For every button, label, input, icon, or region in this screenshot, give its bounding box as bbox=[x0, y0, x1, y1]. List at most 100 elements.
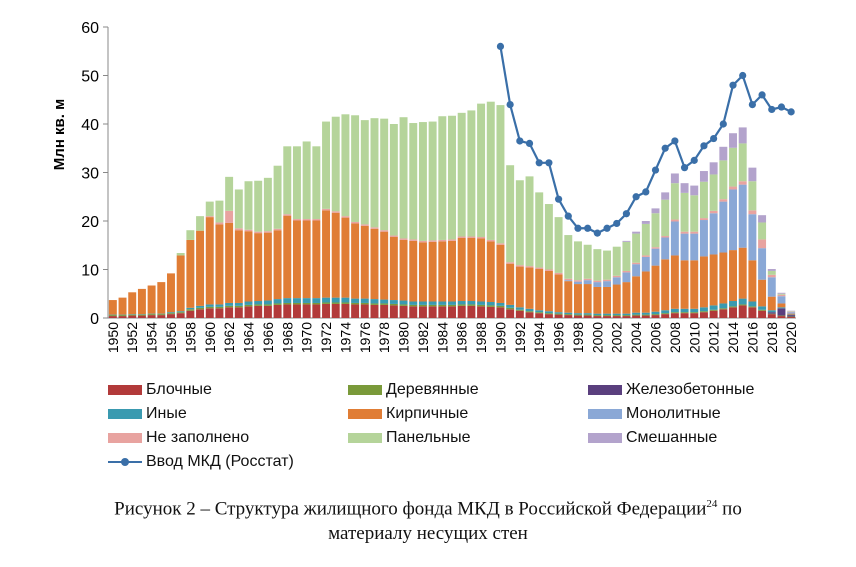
bar-segment bbox=[225, 305, 234, 308]
bar-segment bbox=[186, 307, 195, 310]
bar-segment bbox=[438, 306, 447, 318]
bar-segment bbox=[496, 302, 505, 306]
bar-segment bbox=[370, 303, 379, 305]
bar-segment bbox=[690, 313, 699, 318]
bar-segment bbox=[729, 250, 737, 302]
x-tick-label: 1986 bbox=[454, 322, 470, 353]
bar-segment bbox=[506, 304, 515, 308]
bar-segment bbox=[467, 301, 476, 305]
bar-segment bbox=[263, 177, 272, 232]
bar-segment bbox=[360, 304, 369, 318]
x-tick-label: 2002 bbox=[609, 322, 625, 353]
bar-segment bbox=[748, 307, 757, 318]
bar-segment bbox=[322, 297, 331, 303]
bar-segment bbox=[360, 302, 369, 305]
bar-segment bbox=[670, 312, 679, 314]
bar-segment bbox=[418, 240, 427, 243]
bar-segment bbox=[409, 306, 418, 318]
bar-segment bbox=[690, 231, 699, 234]
bar-segment bbox=[612, 275, 621, 278]
bar-segment bbox=[273, 230, 282, 300]
bar-segment bbox=[234, 305, 243, 308]
line-point bbox=[564, 212, 572, 220]
bar-segment bbox=[457, 301, 466, 305]
bar-segment bbox=[370, 304, 379, 318]
bar-segment bbox=[758, 222, 767, 240]
bar-segment bbox=[351, 304, 360, 318]
bar-segment bbox=[186, 230, 195, 240]
bar-segment bbox=[603, 316, 612, 318]
bar-segment bbox=[341, 303, 350, 318]
bar-segment bbox=[128, 314, 137, 316]
bar-segment bbox=[467, 304, 476, 306]
x-tick-label: 1952 bbox=[124, 322, 140, 353]
x-tick-label: 2014 bbox=[725, 322, 741, 353]
bar-segment bbox=[544, 269, 553, 271]
bar-segment bbox=[719, 309, 728, 318]
bar-segment bbox=[448, 115, 456, 240]
bar-segment bbox=[680, 233, 689, 261]
y-tick-label: 20 bbox=[81, 214, 99, 231]
bar-segment bbox=[738, 143, 747, 182]
bar-segment bbox=[758, 215, 767, 223]
bar-segment bbox=[670, 219, 679, 222]
bar-segment bbox=[787, 317, 796, 318]
line-point bbox=[516, 137, 524, 145]
bar-segment bbox=[544, 314, 553, 318]
bar-segment bbox=[360, 224, 369, 226]
line-point bbox=[710, 134, 718, 143]
bar-segment bbox=[196, 216, 205, 231]
bar-segment bbox=[612, 313, 621, 316]
bar-segment bbox=[593, 315, 602, 317]
bar-segment bbox=[283, 298, 292, 303]
y-tick-label: 50 bbox=[81, 69, 99, 86]
bar-segment bbox=[777, 303, 786, 308]
line-point bbox=[525, 139, 534, 147]
x-tick-label: 2008 bbox=[667, 322, 683, 353]
bar-segment bbox=[767, 270, 776, 275]
bar-segment bbox=[302, 302, 311, 305]
bar-segment bbox=[205, 308, 214, 318]
x-tick-label: 1972 bbox=[318, 322, 334, 353]
bar-segment bbox=[699, 256, 708, 308]
figure-caption: Рисунок 2 – Структура жилищного фонда МК… bbox=[0, 492, 856, 546]
bar-segment bbox=[312, 146, 321, 220]
bar-segment bbox=[322, 210, 331, 298]
bar-segment bbox=[583, 314, 592, 316]
bar-segment bbox=[389, 303, 398, 306]
legend-item: Железобетонные bbox=[588, 380, 754, 400]
bar-segment bbox=[370, 118, 379, 228]
bar-segment bbox=[438, 304, 447, 307]
bar-segment bbox=[244, 301, 253, 305]
x-tick-label: 1974 bbox=[337, 322, 353, 353]
x-tick-label: 1954 bbox=[144, 322, 160, 353]
bar-segment bbox=[399, 300, 408, 305]
bar-segment bbox=[670, 313, 679, 318]
bar-segment bbox=[787, 313, 796, 315]
legend-swatch bbox=[348, 433, 382, 443]
line-point bbox=[777, 103, 786, 111]
bar-segment bbox=[583, 244, 592, 279]
bar-segment bbox=[360, 120, 369, 225]
bar-segment bbox=[758, 239, 767, 249]
bar-segment bbox=[651, 311, 660, 315]
bar-segment bbox=[738, 298, 747, 305]
x-tick-label: 2006 bbox=[647, 322, 663, 353]
bar-segment bbox=[157, 282, 166, 314]
bar-segment bbox=[603, 279, 612, 282]
bar-segment bbox=[118, 316, 127, 318]
bar-segment bbox=[767, 269, 776, 271]
legend-item: Иные bbox=[108, 404, 187, 424]
bar-segment bbox=[389, 235, 398, 237]
bar-segment bbox=[729, 133, 737, 148]
bar-segment bbox=[680, 192, 689, 232]
bar-segment bbox=[583, 284, 592, 314]
bar-segment bbox=[273, 165, 282, 229]
bar-segment bbox=[535, 310, 544, 313]
bar-segment bbox=[612, 316, 621, 318]
bar-segment bbox=[661, 314, 670, 318]
bar-segment bbox=[515, 265, 524, 267]
bar-segment bbox=[661, 310, 670, 314]
bar-segment bbox=[767, 296, 776, 311]
